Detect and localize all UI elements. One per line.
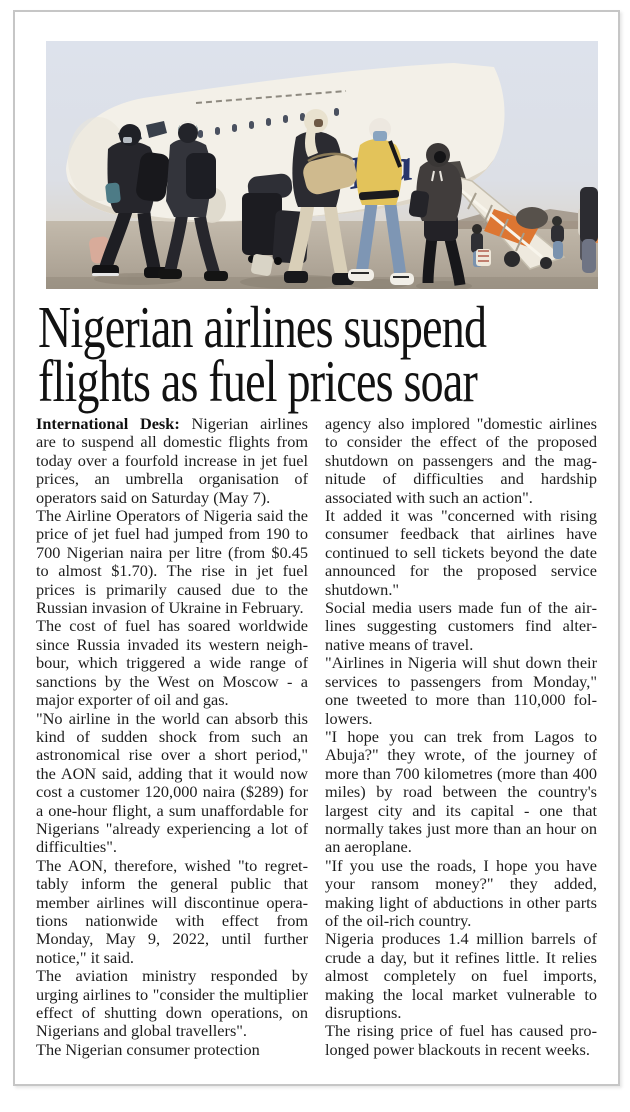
article-paragraph: The Nigerian consumer protection <box>36 1039 308 1059</box>
article-paragraph: It added it was "concerned with rising c… <box>325 506 597 599</box>
article-paragraph: "If you use the roads, I hope you have y… <box>325 855 597 931</box>
article-paragraph: agency also implored "domestic airlines … <box>325 414 597 507</box>
article-column-right: agency also implored "domestic airlines … <box>325 414 597 1059</box>
article-photo: Ma <box>46 41 598 289</box>
article-paragraph: The aviation ministry responded by urgin… <box>36 966 308 1041</box>
article-body: International Desk: Nigerian airlines ar… <box>36 414 597 1059</box>
passenger-hoodie <box>408 143 466 286</box>
passenger-backpack-left <box>92 124 170 278</box>
article-paragraph: International Desk: Nigerian airlines ar… <box>36 414 308 507</box>
boarding-stairs <box>434 161 566 270</box>
paragraph-text: "I hope you can trek from Lagos to Abuja… <box>325 726 597 857</box>
headline-line-1: Nigerian airlines suspend <box>38 294 487 360</box>
paragraph-text: The AON, therefore, wished "to regret­ta… <box>36 855 308 967</box>
passenger-yellow-sweater <box>348 118 414 285</box>
article-paragraph: The AON, therefore, wished "to regret­ta… <box>36 855 308 967</box>
paragraph-text: The rising price of fuel has caused pro­… <box>325 1021 597 1059</box>
passenger-edge-right <box>580 187 598 273</box>
article-paragraph: The Airline Operators of Nigeria said th… <box>36 506 308 618</box>
airport-tarmac-scene: Ma <box>46 41 598 289</box>
paragraph-text: It added it was "concerned with rising c… <box>325 506 597 599</box>
paragraph-text: Nigerian airlines are to suspend all dom… <box>36 414 308 507</box>
paragraph-text: "Airlines in Nigeria will shut down thei… <box>325 653 597 728</box>
paragraph-text: "If you use the roads, I hope you have y… <box>325 855 597 930</box>
headline-line-2: flights as fuel prices soar <box>38 348 478 414</box>
paragraph-text: The Nigerian consumer protection <box>36 1039 260 1059</box>
paragraph-text: The Airline Operators of Nigeria said th… <box>36 506 308 618</box>
passenger-backpack-second <box>158 121 228 281</box>
article-paragraph: The cost of fuel has soared worldwide si… <box>36 617 308 709</box>
article-paragraph: The rising price of fuel has caused pro­… <box>325 1022 597 1059</box>
article-paragraph: "No airline in the world can absorb this… <box>36 708 308 857</box>
paragraph-text: "No airline in the world can absorb this… <box>36 708 308 857</box>
newspaper-clipping: Ma <box>13 10 620 1086</box>
paragraph-text: Social media users made fun of the air­l… <box>325 598 597 654</box>
paragraph-text: agency also implored "domestic airlines … <box>325 414 597 507</box>
dateline-label: International Desk: <box>36 414 192 433</box>
headline: Nigerian airlines suspend flights as fue… <box>38 294 598 414</box>
paragraph-text: Nigeria produces 1.4 million barrels of … <box>325 929 597 1022</box>
article-paragraph: Nigeria produces 1.4 million barrels of … <box>325 930 597 1022</box>
article-column-left: International Desk: Nigerian airlines ar… <box>36 414 308 1059</box>
paragraph-text: The cost of fuel has soared worldwide si… <box>36 616 308 710</box>
article-paragraph: Social media users made fun of the air­l… <box>325 598 597 654</box>
article-paragraph: "Airlines in Nigeria will shut down thei… <box>325 654 597 728</box>
article-paragraph: "I hope you can trek from Lagos to Abuja… <box>325 726 597 857</box>
paragraph-text: The aviation ministry responded by urgin… <box>36 966 308 1041</box>
